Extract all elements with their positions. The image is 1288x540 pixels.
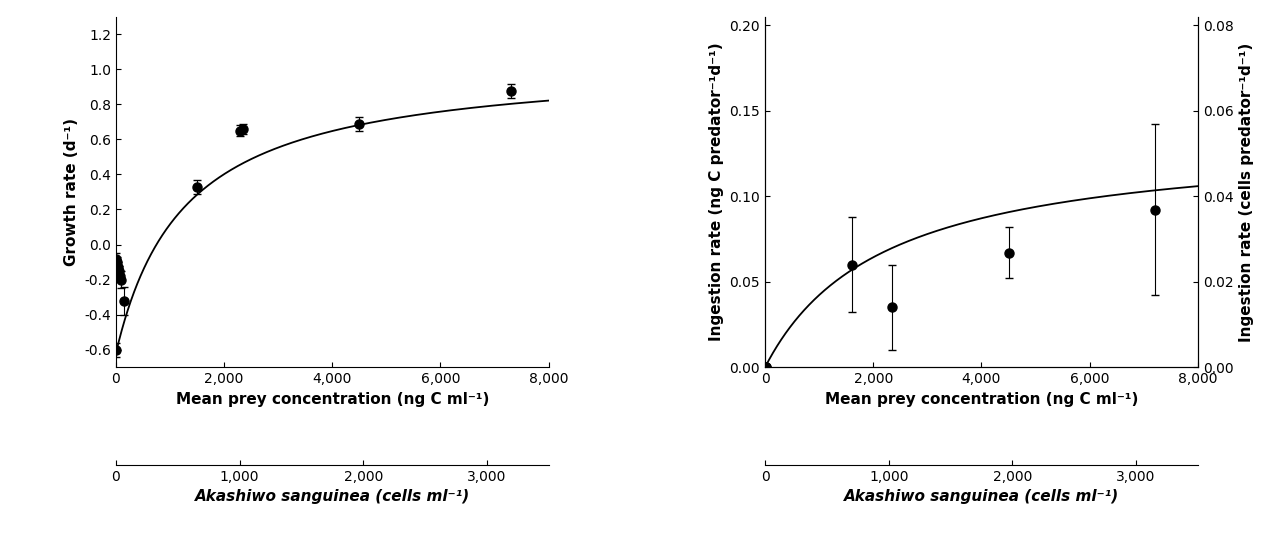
X-axis label: Mean prey concentration (ng C ml⁻¹): Mean prey concentration (ng C ml⁻¹) [824, 392, 1139, 407]
X-axis label: Akashiwo sanguinea (cells ml⁻¹): Akashiwo sanguinea (cells ml⁻¹) [194, 489, 470, 504]
X-axis label: Akashiwo sanguinea (cells ml⁻¹): Akashiwo sanguinea (cells ml⁻¹) [844, 489, 1119, 504]
Y-axis label: Ingestion rate (ng C predator⁻¹d⁻¹): Ingestion rate (ng C predator⁻¹d⁻¹) [708, 43, 724, 341]
X-axis label: Mean prey concentration (ng C ml⁻¹): Mean prey concentration (ng C ml⁻¹) [175, 392, 489, 407]
Y-axis label: Ingestion rate (cells predator⁻¹d⁻¹): Ingestion rate (cells predator⁻¹d⁻¹) [1239, 42, 1255, 342]
Y-axis label: Growth rate (d⁻¹): Growth rate (d⁻¹) [63, 118, 79, 266]
